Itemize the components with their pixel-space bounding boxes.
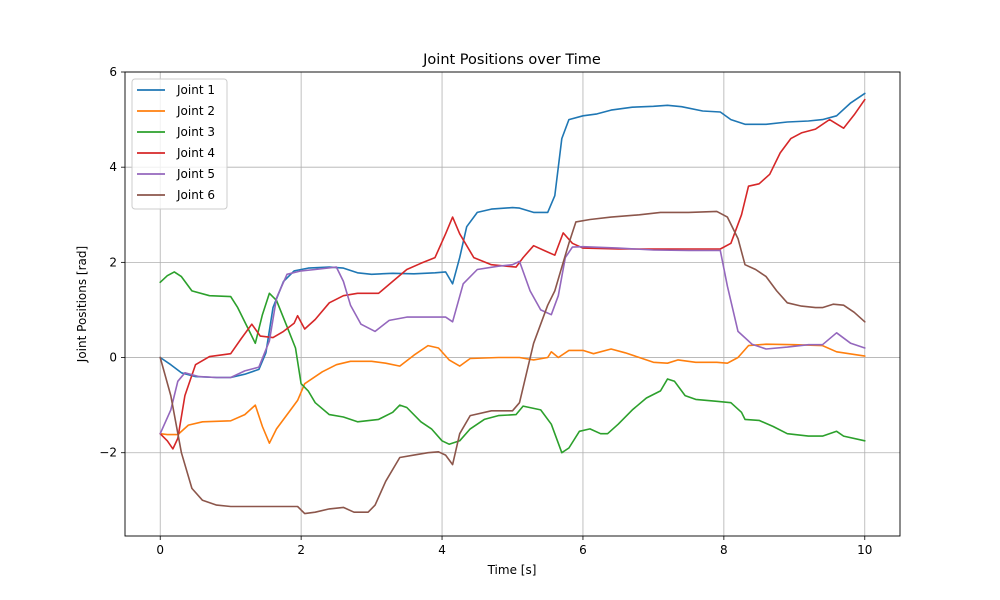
legend-entry-6: Joint 6: [137, 188, 215, 202]
legend-entry-5: Joint 5: [137, 167, 215, 181]
legend-entry-1: Joint 1: [137, 83, 215, 97]
y-tick-label: 2: [109, 255, 117, 269]
legend-label: Joint 4: [176, 146, 215, 160]
series-line-5: [159, 245, 866, 435]
x-tick-label: 2: [297, 543, 305, 557]
y-tick-label: −2: [99, 446, 117, 460]
chart-title: Joint Positions over Time: [422, 52, 601, 68]
legend-label: Joint 6: [176, 188, 215, 202]
x-tick-label: 10: [857, 543, 872, 557]
y-axis-ticks: −2 0 2 4 6: [99, 65, 125, 460]
legend-label: Joint 1: [176, 83, 215, 97]
series-line-6: [159, 210, 866, 515]
legend-entry-3: Joint 3: [137, 125, 215, 139]
series-line-3: [159, 271, 866, 454]
x-tick-label: 6: [579, 543, 587, 557]
y-tick-label: 4: [109, 160, 117, 174]
legend-label: Joint 2: [176, 104, 215, 118]
x-axis-label: Time [s]: [487, 563, 537, 577]
plot-area: [159, 92, 866, 515]
plot-frame: [124, 71, 901, 537]
x-axis-ticks: 0 2 4 6 8 10: [156, 536, 872, 557]
legend-label: Joint 5: [176, 167, 215, 181]
series-line-2: [159, 343, 866, 445]
x-tick-label: 8: [720, 543, 728, 557]
x-tick-label: 4: [438, 543, 446, 557]
legend: Joint 1 Joint 2 Joint 3 Joint 4 Joint 5 Joint…: [131, 78, 228, 210]
series-line-4: [159, 98, 866, 450]
y-axis-label: Joint Positions [rad]: [75, 246, 89, 363]
y-tick-label: 0: [109, 351, 117, 365]
y-tick-label: 6: [109, 65, 117, 79]
legend-entry-2: Joint 2: [137, 104, 215, 118]
legend-entry-4: Joint 4: [137, 146, 215, 160]
series-lines: [159, 92, 866, 515]
legend-label: Joint 3: [176, 125, 215, 139]
x-tick-label: 0: [156, 543, 164, 557]
